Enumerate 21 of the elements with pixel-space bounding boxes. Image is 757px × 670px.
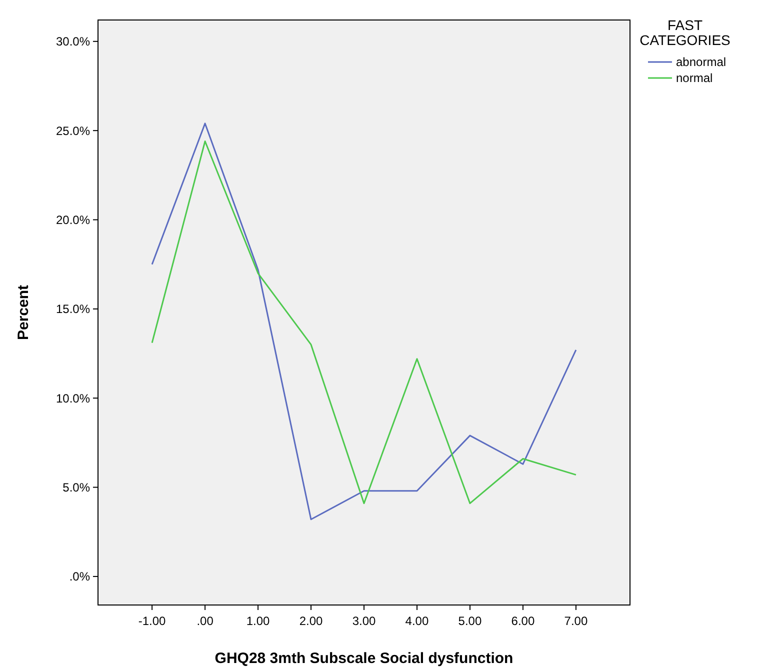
y-tick-label: 15.0% — [56, 302, 90, 316]
x-tick-label: 5.00 — [458, 614, 482, 628]
y-axis-title: Percent — [15, 284, 32, 340]
y-tick-label: 10.0% — [56, 391, 90, 406]
y-tick-label: 30.0% — [56, 34, 90, 49]
x-tick-label: .00 — [196, 614, 214, 628]
x-tick-label: 6.00 — [511, 614, 535, 628]
legend-label: normal — [676, 71, 713, 86]
x-tick-label: 2.00 — [299, 614, 324, 628]
y-tick-label: 5.0% — [62, 480, 90, 494]
x-axis-title: GHQ28 3mth Subscale Social dysfunction — [214, 650, 514, 667]
x-tick-label: -1.00 — [138, 614, 166, 628]
x-tick-label: 7.00 — [564, 614, 588, 628]
y-tick-label: .0% — [69, 570, 90, 584]
y-tick-label: 20.0% — [56, 212, 90, 227]
legend-label: abnormal — [676, 55, 726, 70]
x-tick-label: 3.00 — [352, 614, 376, 628]
x-tick-label: 4.00 — [405, 614, 429, 628]
legend-title: FAST CATEGORIES — [640, 17, 730, 48]
y-tick-label: 25.0% — [56, 124, 90, 138]
x-tick-label: 1.00 — [246, 614, 270, 628]
